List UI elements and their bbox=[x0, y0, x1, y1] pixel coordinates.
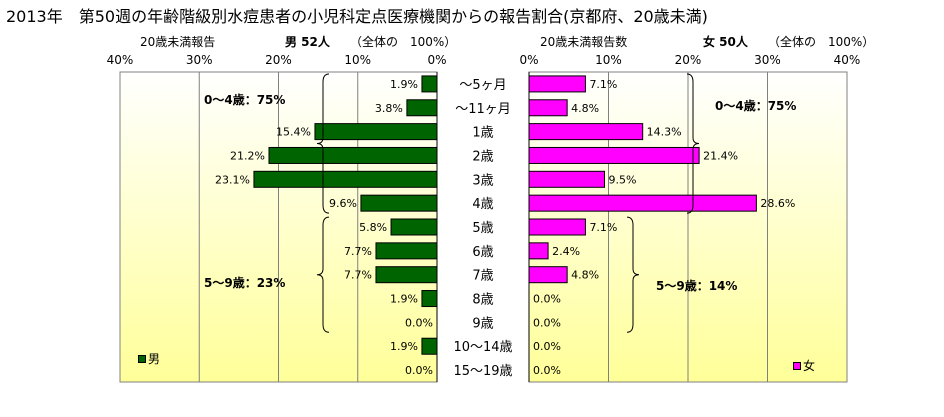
female-bar bbox=[528, 194, 757, 212]
category-label: 10～14歳 bbox=[453, 340, 512, 355]
female-x-tick-label: 10% bbox=[595, 53, 622, 67]
female-data-label: 21.4% bbox=[703, 149, 738, 162]
female-x-tick-label: 30% bbox=[754, 53, 781, 67]
male-data-label: 1.9% bbox=[390, 78, 418, 91]
female-bar bbox=[528, 146, 700, 164]
male-bar bbox=[375, 242, 438, 260]
male-data-label: 3.8% bbox=[375, 102, 403, 115]
male-header-right: （全体の 100%） bbox=[350, 35, 457, 49]
female-x-tick-label: 0% bbox=[519, 53, 538, 67]
male-header-label: 男 52人 bbox=[285, 35, 330, 49]
male-bar bbox=[421, 290, 438, 308]
female-x-tick-label: 40% bbox=[834, 53, 861, 67]
male-x-tick-label: 20% bbox=[265, 53, 292, 67]
male-data-label: 0.0% bbox=[405, 316, 433, 329]
male-bar bbox=[268, 146, 438, 164]
male-data-label: 9.6% bbox=[329, 197, 357, 210]
female-header-right: （全体の 100%） bbox=[768, 35, 875, 49]
male-data-label: 15.4% bbox=[276, 126, 311, 139]
chart-title: 2013年 第50週の年齢階級別水痘患者の小児科定点医療機関からの報告割合(京都… bbox=[6, 7, 708, 26]
female-data-label: 7.1% bbox=[589, 78, 617, 91]
male-bar bbox=[375, 266, 438, 284]
category-label: 5歳 bbox=[472, 221, 493, 236]
female-header-label: 女 50人 bbox=[703, 35, 748, 49]
female-brace-0-4 bbox=[686, 73, 700, 214]
male-brace-5-9 bbox=[316, 216, 330, 333]
female-data-label: 14.3% bbox=[647, 126, 682, 139]
female-x-tick-label: 20% bbox=[675, 53, 702, 67]
category-label: 4歳 bbox=[472, 197, 493, 212]
male-brace-0-4 bbox=[316, 73, 330, 214]
male-bar bbox=[253, 170, 438, 188]
female-group-0-4-label: 0～4歳：75% bbox=[715, 99, 797, 113]
male-bar bbox=[390, 218, 438, 236]
female-bar bbox=[528, 99, 568, 117]
male-bar bbox=[421, 75, 438, 93]
category-label: ～11ヶ月 bbox=[455, 102, 511, 117]
female-bar bbox=[528, 75, 586, 93]
male-bar bbox=[406, 99, 438, 117]
category-label: 15～19歳 bbox=[453, 364, 512, 379]
male-data-label: 1.9% bbox=[390, 340, 418, 353]
female-data-label: 0.0% bbox=[533, 293, 561, 306]
male-data-label: 0.0% bbox=[405, 364, 433, 377]
female-bar bbox=[528, 170, 606, 188]
male-bar bbox=[421, 337, 438, 355]
male-data-label: 23.1% bbox=[215, 173, 250, 186]
male-bar bbox=[314, 123, 438, 141]
female-bar bbox=[528, 266, 568, 284]
category-label: 8歳 bbox=[472, 293, 493, 308]
male-data-label: 7.7% bbox=[344, 269, 372, 282]
female-data-label: 0.0% bbox=[533, 364, 561, 377]
male-x-tick-label: 10% bbox=[344, 53, 371, 67]
male-group-5-9-label: 5～9歳：23% bbox=[204, 276, 286, 290]
female-legend-label: 女 bbox=[803, 359, 816, 373]
female-legend-swatch bbox=[793, 361, 801, 370]
category-label: ～5ヶ月 bbox=[459, 78, 506, 93]
male-legend-label: 男 bbox=[148, 352, 161, 366]
male-group-0-4-label: 0～4歳：75% bbox=[204, 93, 286, 107]
category-label: 6歳 bbox=[472, 245, 493, 260]
female-data-label: 2.4% bbox=[552, 245, 580, 258]
category-label: 1歳 bbox=[472, 126, 493, 141]
female-brace-5-9 bbox=[626, 216, 640, 333]
female-header-left: 20歳未満報告数 bbox=[540, 35, 628, 49]
male-data-label: 5.8% bbox=[359, 221, 387, 234]
female-data-label: 28.6% bbox=[760, 197, 795, 210]
female-legend: 女 bbox=[793, 357, 815, 374]
male-data-label: 7.7% bbox=[344, 245, 372, 258]
male-x-tick-label: 0% bbox=[427, 53, 446, 67]
male-bar bbox=[360, 194, 438, 212]
category-label: 9歳 bbox=[472, 316, 493, 331]
female-bar bbox=[528, 218, 586, 236]
female-data-label: 0.0% bbox=[533, 316, 561, 329]
female-bar bbox=[528, 123, 644, 141]
male-header-left: 20歳未満報告 bbox=[140, 35, 216, 49]
category-label: 7歳 bbox=[472, 269, 493, 284]
male-x-tick-label: 30% bbox=[186, 53, 213, 67]
category-label: 3歳 bbox=[472, 173, 493, 188]
female-bar bbox=[528, 242, 549, 260]
male-data-label: 1.9% bbox=[390, 293, 418, 306]
female-data-label: 4.8% bbox=[571, 269, 599, 282]
category-label: 2歳 bbox=[472, 149, 493, 164]
female-data-label: 7.1% bbox=[589, 221, 617, 234]
male-data-label: 21.2% bbox=[230, 149, 265, 162]
male-x-tick-label: 40% bbox=[107, 53, 134, 67]
female-data-label: 0.0% bbox=[533, 340, 561, 353]
female-group-5-9-label: 5～9歳：14% bbox=[656, 279, 738, 293]
female-data-label: 9.5% bbox=[609, 173, 637, 186]
male-legend: 男 bbox=[138, 350, 160, 367]
male-legend-swatch bbox=[138, 354, 146, 363]
female-data-label: 4.8% bbox=[571, 102, 599, 115]
